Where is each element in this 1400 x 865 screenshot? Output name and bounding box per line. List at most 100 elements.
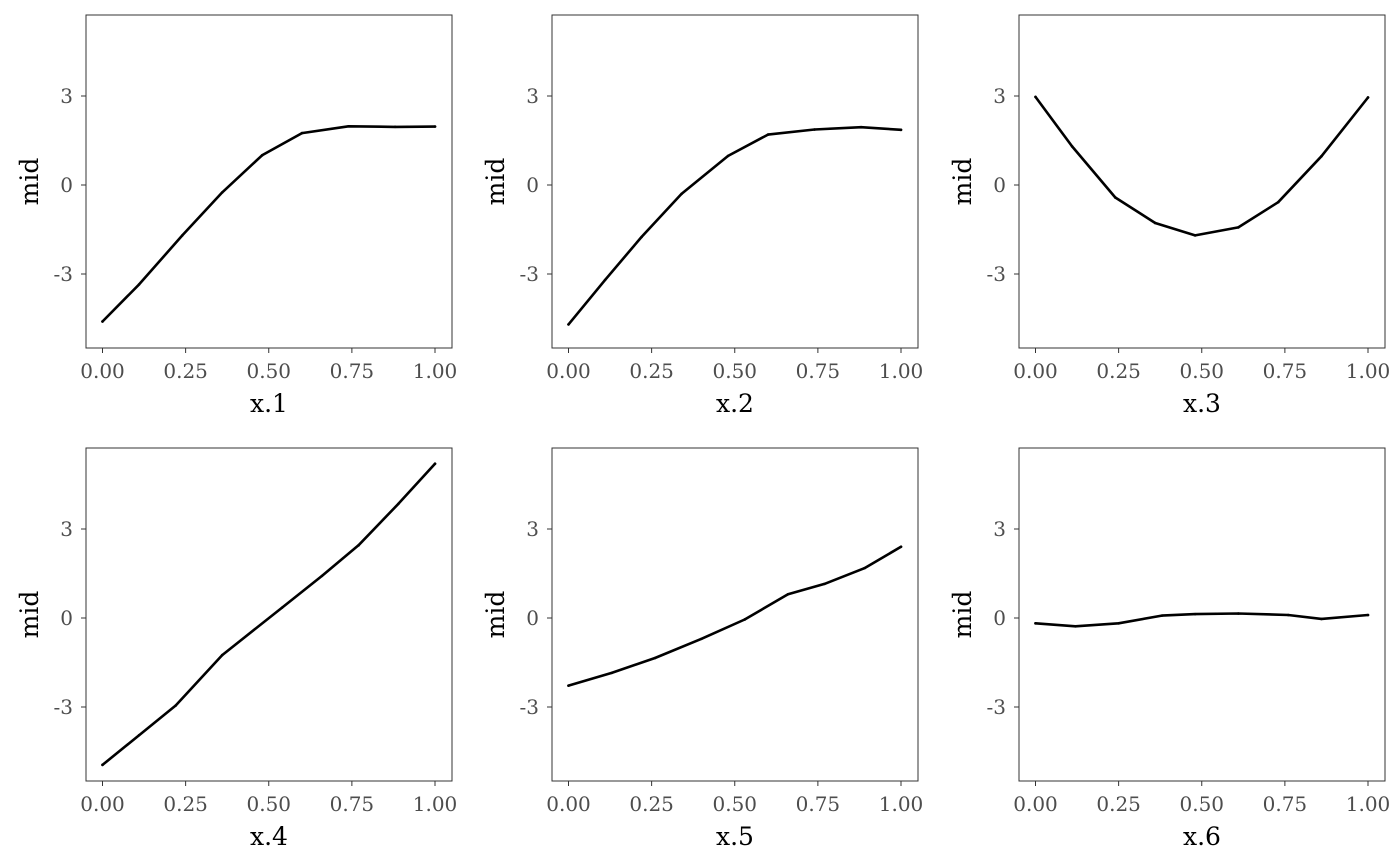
panel-3: 0.00 0.25 0.50 0.75 1.00 -3 0 3 x.3 mid <box>948 14 1391 418</box>
data-point <box>137 283 141 286</box>
x-tick-label: 0.50 <box>246 359 291 383</box>
x-tick-label: 0.00 <box>546 359 591 383</box>
data-point <box>1193 234 1197 237</box>
panel-2: 0.00 0.25 0.50 0.75 1.00 -3 0 3 x.2 mid <box>481 14 924 418</box>
data-point <box>220 653 224 657</box>
y-tick-label: -3 <box>54 262 73 286</box>
data-point <box>859 125 863 129</box>
y-tick-label: 3 <box>526 84 539 108</box>
x-tick-label: 0.25 <box>1096 792 1141 816</box>
y-tick-label: -3 <box>987 262 1006 286</box>
y-tick-label: 0 <box>993 606 1006 630</box>
data-point <box>653 656 657 660</box>
data-point <box>101 763 104 767</box>
x-tick-label: 0.25 <box>163 792 208 816</box>
data-point <box>766 133 770 136</box>
plot-area <box>85 447 453 782</box>
data-point <box>300 131 304 135</box>
data-point <box>393 125 397 129</box>
data-point <box>567 323 570 326</box>
data-point <box>726 154 730 158</box>
x-tick-label: 0.25 <box>1096 359 1141 383</box>
x-tick-label: 0.00 <box>546 792 591 816</box>
data-point <box>610 671 614 675</box>
data-point <box>603 278 607 282</box>
x-tick-label: 1.00 <box>413 359 458 383</box>
data-point <box>1117 622 1120 625</box>
y-tick-label: 3 <box>993 517 1006 541</box>
x-tick-label: 1.00 <box>1346 359 1391 383</box>
data-point <box>433 125 437 128</box>
data-point <box>1237 612 1240 615</box>
x-tick-label: 0.00 <box>80 359 125 383</box>
data-point <box>1070 145 1074 148</box>
x-tick-label: 0.75 <box>330 359 375 383</box>
x-tick-label: 0.50 <box>1179 792 1224 816</box>
y-tick-label: 3 <box>526 517 539 541</box>
data-point <box>1276 200 1280 204</box>
y-tick-label: 3 <box>60 84 73 108</box>
data-point <box>1237 226 1240 229</box>
data-point <box>397 502 400 506</box>
x-tick-label: 0.75 <box>796 792 841 816</box>
data-point <box>823 582 826 586</box>
x-tick-label: 1.00 <box>1346 792 1391 816</box>
x-tick-label: 0.00 <box>1013 359 1058 383</box>
x-tick-label: 0.25 <box>629 359 674 383</box>
data-point <box>220 191 224 194</box>
data-point <box>743 618 747 621</box>
x-axis-label: x.6 <box>1183 822 1221 851</box>
y-axis-label: mid <box>948 158 977 206</box>
x-tick-label: 0.25 <box>163 359 208 383</box>
x-axis-label: x.5 <box>716 822 754 851</box>
data-point <box>174 704 177 707</box>
x-tick-label: 0.50 <box>1179 359 1224 383</box>
y-tick-label: 0 <box>60 606 73 630</box>
x-tick-label: 0.00 <box>80 792 125 816</box>
x-tick-label: 0.75 <box>1263 792 1308 816</box>
y-axis-label: mid <box>15 591 44 639</box>
plot-area <box>551 14 919 349</box>
data-point <box>700 637 703 641</box>
data-point <box>567 684 570 687</box>
y-axis-label: mid <box>15 158 44 206</box>
panel-4: 0.00 0.25 0.50 0.75 1.00 -3 0 3 x.4 mid <box>15 447 458 851</box>
x-axis-label: x.2 <box>716 389 754 418</box>
panel-5: 0.00 0.25 0.50 0.75 1.00 -3 0 3 x.5 mid <box>481 447 923 851</box>
data-point <box>1320 617 1323 621</box>
data-point <box>260 154 264 157</box>
data-point <box>101 320 104 323</box>
x-tick-label: 0.50 <box>712 359 757 383</box>
plot-area <box>85 14 453 349</box>
x-tick-label: 0.75 <box>1263 359 1308 383</box>
x-tick-label: 0.25 <box>629 792 674 816</box>
x-axis-label: x.4 <box>250 822 288 851</box>
data-point <box>347 124 350 128</box>
y-axis-label: mid <box>481 591 510 639</box>
data-point <box>320 574 324 578</box>
y-tick-label: -3 <box>520 695 539 719</box>
data-point <box>1320 154 1323 158</box>
data-point <box>1034 622 1037 625</box>
data-point <box>181 234 184 237</box>
x-tick-label: 0.50 <box>712 792 757 816</box>
data-point <box>786 592 790 596</box>
x-axis-label: x.1 <box>250 389 288 418</box>
x-tick-label: 1.00 <box>413 792 458 816</box>
data-point <box>1366 613 1370 617</box>
x-tick-label: 1.00 <box>879 359 924 383</box>
y-tick-label: 0 <box>526 606 539 630</box>
y-axis-label: mid <box>948 591 977 639</box>
data-point <box>1193 612 1197 616</box>
data-point <box>433 462 437 466</box>
y-tick-label: -3 <box>54 695 73 719</box>
x-tick-label: 0.00 <box>1013 792 1058 816</box>
y-tick-label: -3 <box>520 262 539 286</box>
panel-6: 0.00 0.25 0.50 0.75 1.00 -3 0 3 x.6 mid <box>948 447 1391 851</box>
y-tick-label: 0 <box>526 173 539 197</box>
plot-area <box>1018 14 1386 349</box>
data-point <box>1034 95 1037 99</box>
data-point <box>1114 196 1117 199</box>
x-tick-label: 0.75 <box>796 359 841 383</box>
